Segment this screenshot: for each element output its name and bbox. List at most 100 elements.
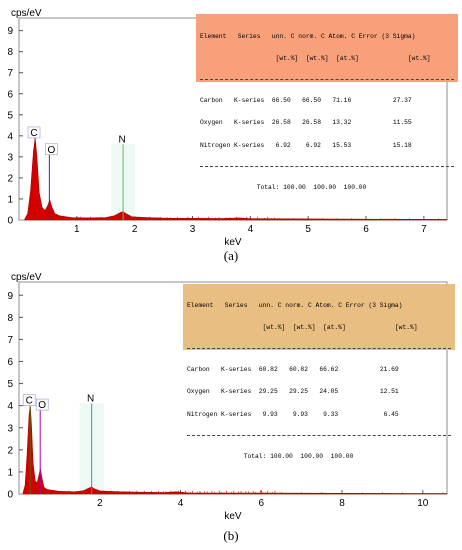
cell: Nitrogen — [200, 141, 231, 149]
unit-unn: [wt.%] — [275, 55, 299, 63]
cell: K-series — [221, 366, 252, 374]
cell: 100.00 — [283, 183, 306, 191]
cell: 71.16 — [332, 97, 352, 105]
cell: 100.00 — [300, 452, 324, 460]
table-row: Carbon K-series 60.82 60.82 66.62 21.69 — [187, 366, 451, 373]
cell: 21.69 — [379, 366, 399, 374]
peak-label-box — [45, 143, 58, 156]
peak-label-c: C — [30, 128, 37, 139]
cell: K-series — [234, 97, 265, 105]
cell: 60.82 — [289, 366, 308, 374]
peak-label-box — [35, 398, 49, 411]
eds-panel-b: 1 2 3 4 5 6 7 8 9 0 2 4 6 8 10 cps/eV keV C O N Element Ser… — [0, 270, 462, 550]
unit-unn: [wt.%] — [262, 324, 286, 332]
peak-label-box — [22, 394, 36, 406]
peak-label-c: C — [26, 396, 33, 407]
table-divider — [187, 434, 451, 436]
panel-caption: (b) — [223, 528, 239, 543]
panel-caption: (a) — [223, 248, 239, 263]
y-tick-label: 5 — [7, 379, 13, 390]
table-row: Carbon K-series 66.50 66.50 71.16 27.37 — [200, 97, 454, 104]
cell: K-series — [221, 410, 252, 418]
cell: 6.45 — [383, 410, 399, 418]
cell: 9.93 — [292, 410, 308, 418]
col-unn: unn. C — [271, 32, 295, 40]
eds-spectrum-b: 1 2 3 4 5 6 7 8 9 0 2 4 6 8 10 cps/eV keV C O N — [7, 272, 448, 522]
cell: 6.92 — [275, 141, 291, 149]
cell: Total: — [243, 452, 267, 460]
x-tick-label: 8 — [339, 498, 345, 509]
peak-label-o: O — [47, 145, 55, 156]
cell: Nitrogen — [187, 410, 218, 418]
x-axis-label: keV — [224, 237, 242, 248]
cell: 11.55 — [392, 119, 412, 127]
y-tick-label: 3 — [7, 423, 13, 434]
cell: 60.82 — [258, 366, 278, 374]
y-tick-label: 2 — [7, 445, 13, 456]
y-tick-label: 6 — [7, 89, 13, 100]
col-error: Error (3 Sigma) — [358, 32, 416, 40]
eds-panel-a: 1 2 3 4 5 6 7 8 9 0 1 2 3 4 5 6 7 cps/eV keV C O N Element Se… — [0, 0, 462, 270]
composition-table-a: Element Series unn. C norm. C Atom. C Er… — [196, 14, 458, 191]
cell: 100.00 — [330, 452, 354, 460]
table-divider — [200, 79, 454, 81]
peak-label-n: N — [87, 393, 94, 404]
cell: 29.25 — [258, 388, 278, 396]
col-series: Series — [237, 32, 261, 40]
y-tick-label: 4 — [7, 131, 13, 142]
cell: K-series — [234, 119, 265, 127]
col-atom: Atom. C — [315, 301, 342, 309]
cell: 24.05 — [319, 388, 339, 396]
col-error: Error (3 Sigma) — [345, 301, 403, 309]
cell: K-series — [221, 388, 252, 396]
unit-atom: [at.%] — [323, 324, 346, 332]
x-tick-label: 4 — [248, 224, 254, 235]
y-tick-label-zero: 0 — [7, 216, 13, 227]
composition-table-b: Element Series unn. C norm. C Atom. C Er… — [183, 284, 455, 460]
table-row: Nitrogen K-series 6.92 6.92 15.53 15.18 — [200, 142, 454, 149]
cell: Total: — [256, 183, 280, 191]
cell: Carbon — [187, 366, 210, 374]
col-series: Series — [224, 301, 248, 309]
table-divider — [187, 348, 451, 350]
cell: 66.62 — [319, 366, 339, 374]
peak-label-n: N — [118, 134, 125, 145]
table-header-row: Element Series unn. C norm. C Atom. C Er… — [187, 302, 451, 309]
table-total-row: Total: 100.00 100.00 100.00 — [187, 453, 451, 460]
cell: 100.00 — [270, 452, 293, 460]
y-axis-label: cps/eV — [11, 8, 42, 19]
cell: Oxygen — [187, 388, 210, 396]
cell: 15.53 — [332, 141, 352, 149]
table-divider — [200, 165, 454, 167]
y-tick-label: 1 — [7, 194, 13, 205]
cell: 29.25 — [289, 388, 308, 396]
col-unn: unn. C — [258, 301, 282, 309]
table-units-row: [wt.%] [wt.%] [at.%] [wt.%] — [200, 55, 454, 62]
unit-atom: [at.%] — [336, 55, 359, 63]
spectrum-area — [24, 137, 448, 221]
x-tick-label: 10 — [417, 498, 429, 509]
table-units-row: [wt.%] [wt.%] [at.%] [wt.%] — [187, 324, 451, 331]
cell: 9.93 — [262, 410, 278, 418]
x-tick-label: 4 — [178, 498, 184, 509]
y-axis-label: cps/eV — [11, 272, 42, 283]
cell: 66.50 — [271, 97, 291, 105]
x-axis-label: keV — [224, 511, 242, 522]
cell: 100.00 — [343, 183, 367, 191]
y-tick-label: 5 — [7, 110, 13, 121]
x-tick-label: 6 — [363, 224, 369, 235]
peak-label-box — [27, 126, 41, 139]
cell: Oxygen — [200, 119, 223, 127]
cell: 100.00 — [313, 183, 337, 191]
cell: 15.18 — [392, 141, 412, 149]
y-tick-label: 8 — [7, 313, 13, 324]
x-tick-label: 2 — [97, 498, 103, 509]
x-tick-label: 1 — [74, 224, 80, 235]
y-tick-label: 9 — [7, 26, 13, 37]
x-tick-label: 7 — [421, 224, 427, 235]
y-tick-label: 4 — [7, 401, 13, 412]
col-element: Element — [187, 301, 214, 309]
unit-norm: [wt.%] — [305, 55, 329, 63]
y-tick-label: 9 — [7, 291, 13, 302]
x-tick-label: 6 — [258, 498, 264, 509]
